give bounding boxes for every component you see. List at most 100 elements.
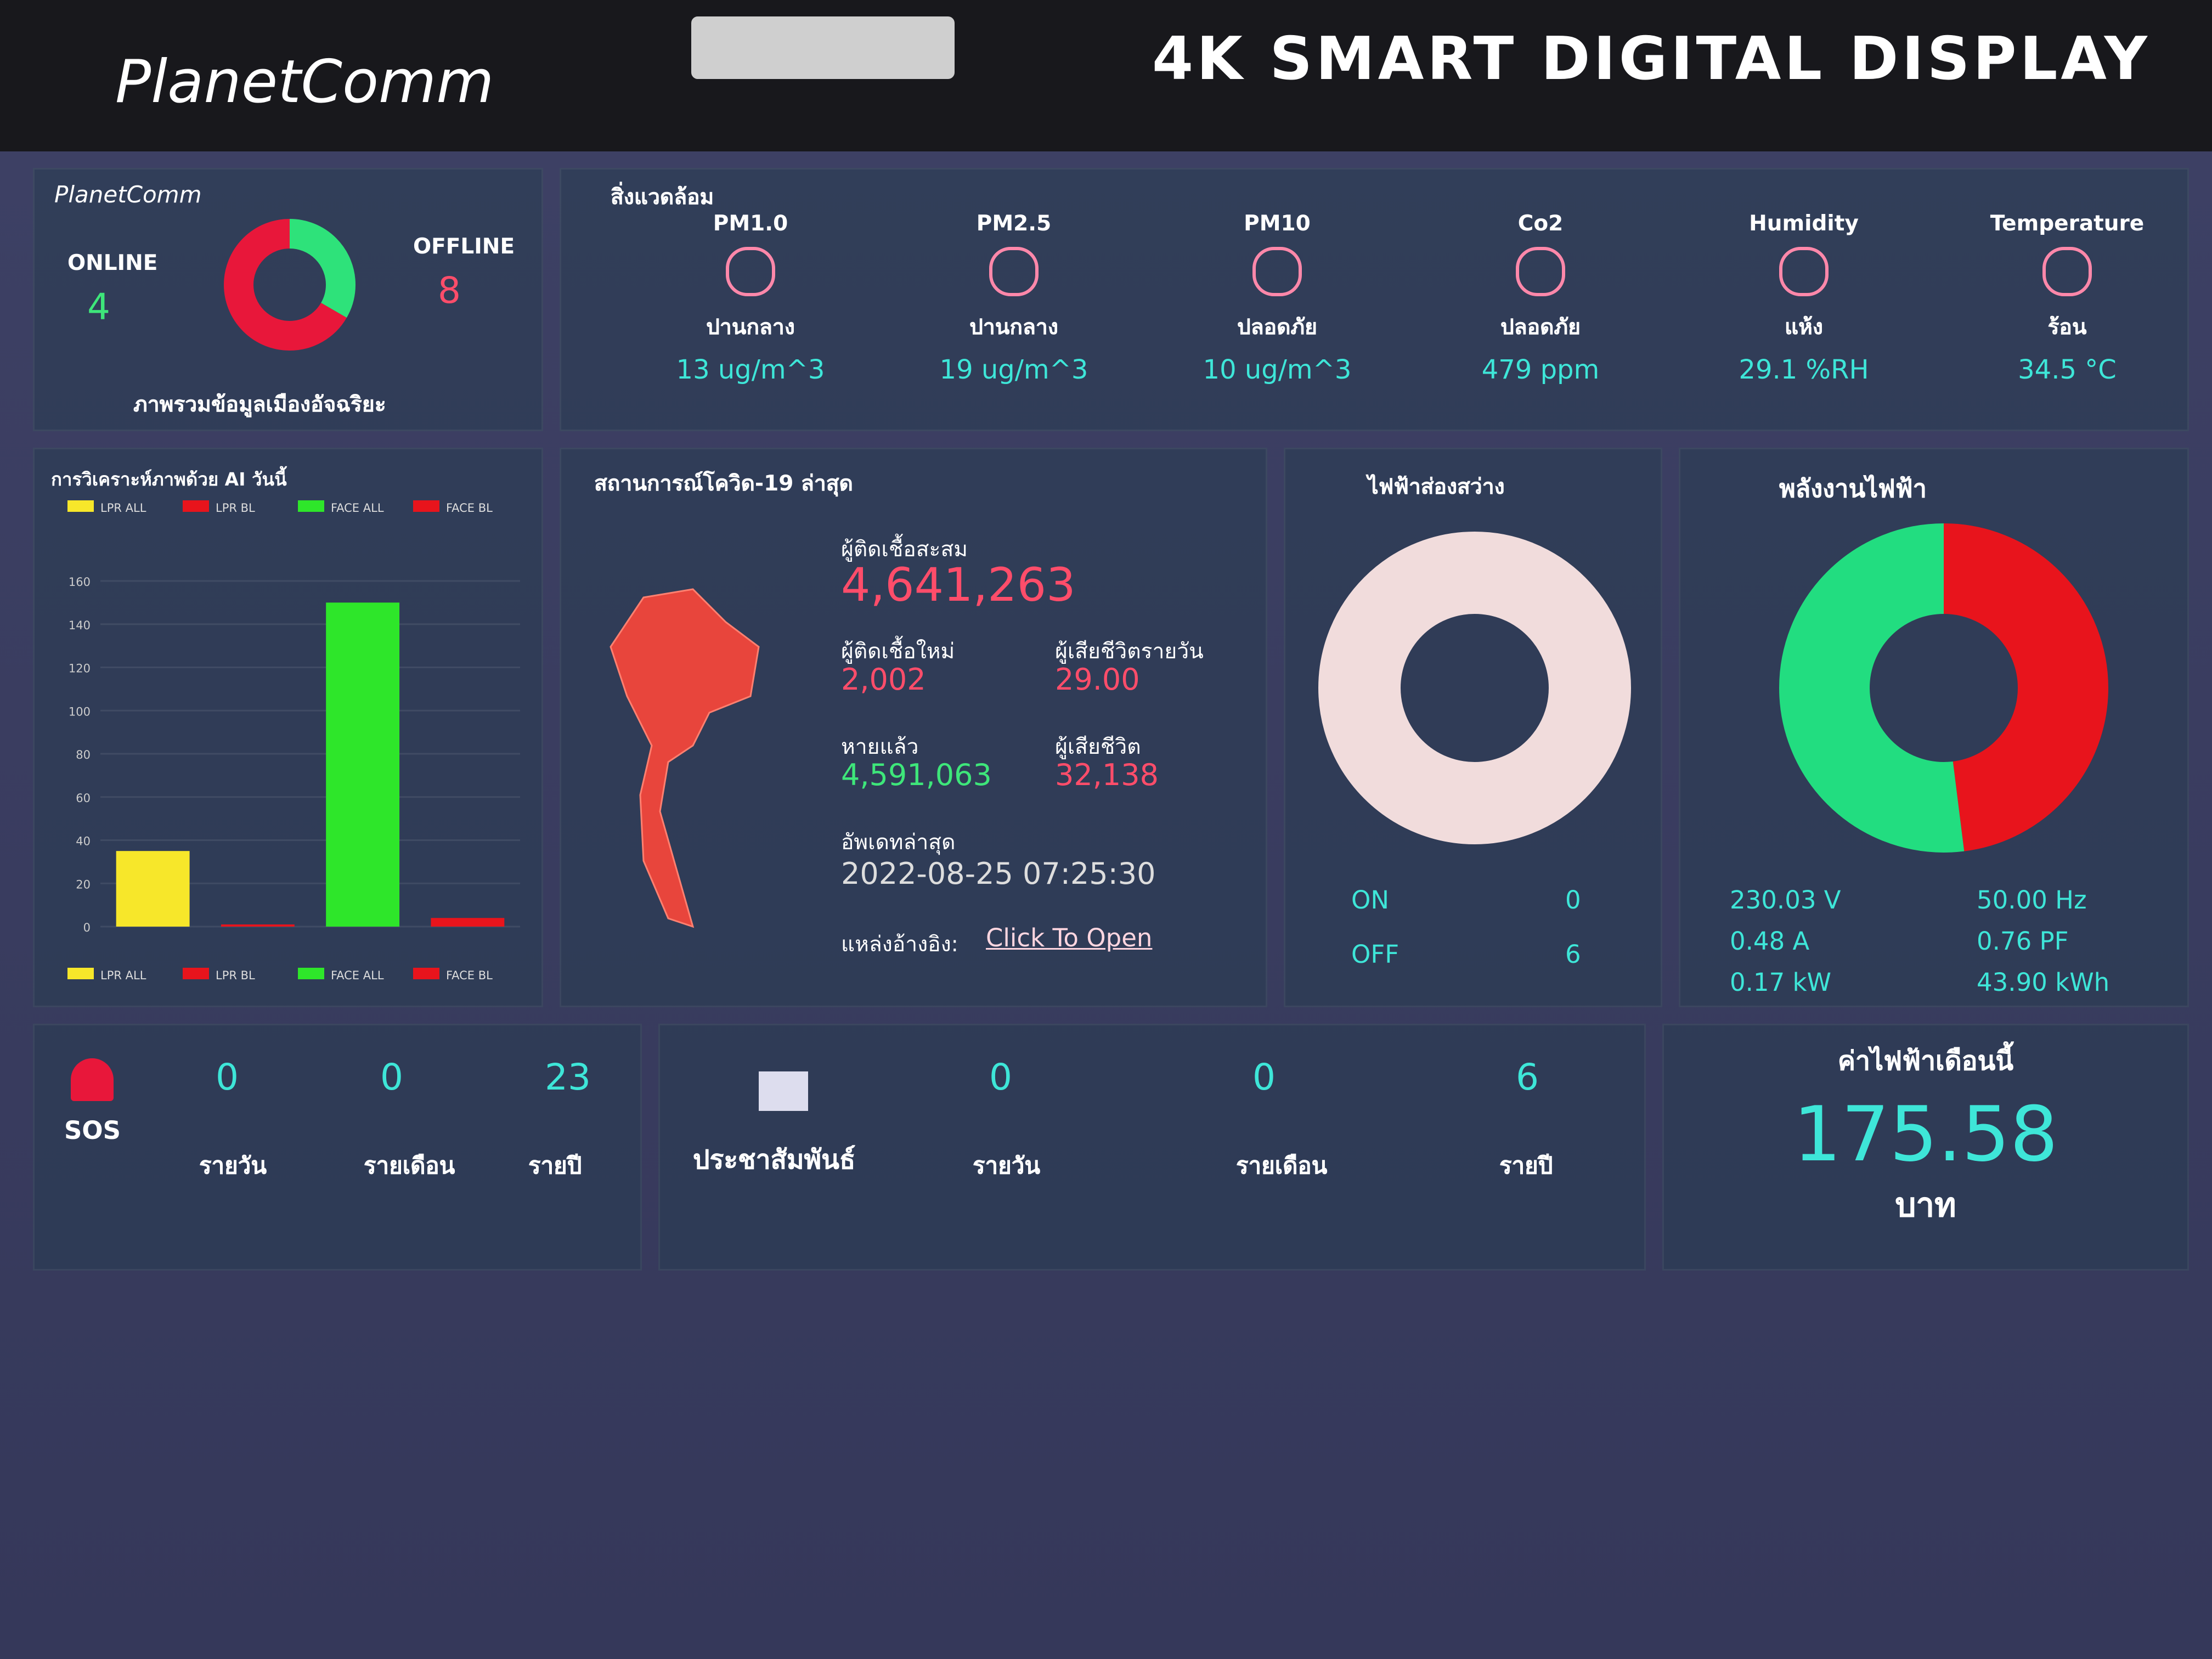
covid-title: สถานการณ์โควิด-19 ล่าสุด (594, 472, 853, 497)
y-tick-label: 20 (76, 878, 91, 891)
y-tick-label: 80 (76, 748, 91, 761)
lighting-panel: ไฟฟ้าส่องสว่าง ON 0 OFF 6 (1284, 448, 1662, 1007)
sensor-icon (1252, 247, 1302, 296)
legend-top-swatch (298, 500, 324, 512)
sensor-status: ปานกลาง (969, 316, 1058, 341)
online-label: ONLINE (67, 252, 158, 276)
camera (691, 16, 955, 79)
sensor-status: แห้ง (1785, 316, 1823, 341)
deaths-value: 32,138 (1055, 759, 1159, 793)
y-tick-label: 120 (69, 662, 91, 675)
power-reading: 50.00 Hz (1977, 885, 2087, 915)
daily-deaths-label: ผู้เสียชีวิตรายวัน (1055, 640, 1204, 665)
deaths-label: ผู้เสียชีวิต (1055, 736, 1141, 760)
counter-value: 0 (216, 1058, 239, 1099)
sensor-value: 34.5 °C (2018, 354, 2117, 385)
ai-chart: การวิเคราะห์ภาพด้วย AI วันนี้ 0 20 40 60 80 10… (51, 466, 520, 982)
sos-panel: SOS 0 รายวัน 0 รายเดือน 23 รายปี (33, 1024, 642, 1271)
off-value: 6 (1565, 940, 1581, 969)
counter-value: 0 (1252, 1058, 1276, 1099)
counter-label: รายเดือน (364, 1154, 455, 1180)
sensor-name: Humidity (1749, 212, 1859, 237)
megaphone-icon (759, 1071, 808, 1111)
total-value: 4,641,263 (841, 558, 1076, 612)
y-tick-label: 100 (69, 705, 91, 718)
sensor: PM2.5 ปานกลาง 19 ug/m^3 (890, 183, 1137, 385)
sensor-name: Temperature (1990, 212, 2145, 237)
offline-label: OFFLINE (413, 235, 515, 260)
power-reading: 0.48 A (1730, 927, 1810, 956)
lighting-donut (1318, 532, 1631, 844)
bar (326, 602, 400, 927)
legend-top-label: FACE BL (446, 501, 493, 515)
power-reading: 0.76 PF (1977, 927, 2069, 956)
counter-label: รายวัน (973, 1154, 1041, 1180)
bill-title: ค่าไฟฟ้าเดือนนี้ (1837, 1045, 2014, 1076)
status-brand: PlanetComm (54, 183, 202, 209)
legend-bottom-swatch (183, 968, 209, 979)
counter-label: รายปี (528, 1154, 582, 1180)
sensor-status: ปานกลาง (706, 316, 795, 341)
legend-bottom-label: LPR ALL (100, 969, 146, 982)
ai-chart-panel: การวิเคราะห์ภาพด้วย AI วันนี้ 0 20 40 60 80 10… (33, 448, 543, 1007)
power-reading: 230.03 V (1730, 885, 1841, 915)
source-label: แหล่งอ้างอิง: (841, 933, 958, 958)
power-title: พลังงานไฟฟ้า (1779, 474, 1927, 504)
y-tick-label: 140 (69, 619, 91, 632)
sensor-icon (989, 247, 1039, 296)
counter-label: รายเดือน (1236, 1154, 1328, 1180)
counter-value: 0 (380, 1058, 403, 1099)
brand-logo: PlanetComm (115, 49, 494, 117)
sensor-icon (726, 247, 775, 296)
sensor-name: PM2.5 (976, 212, 1052, 237)
y-tick-label: 160 (69, 575, 91, 589)
screen: PlanetComm ONLINE 4 OFFLINE 8 ภาพรวมข้อม… (0, 151, 2212, 1659)
sensor-status: ปลอดภัย (1500, 316, 1581, 341)
counter-value: 6 (1516, 1058, 1539, 1099)
bill-unit: บาท (1895, 1185, 1956, 1224)
sensor-icon (2042, 247, 2092, 296)
bar (221, 924, 295, 927)
header: PlanetComm 4K SMART DIGITAL DISPLAY (0, 0, 2212, 151)
total-label: ผู้ติดเชื้อสะสม (841, 538, 968, 563)
source-link[interactable]: Click To Open (986, 923, 1153, 953)
counter-value: 23 (545, 1058, 591, 1099)
sensor-value: 13 ug/m^3 (676, 354, 825, 385)
sensor-value: 29.1 %RH (1739, 354, 1869, 385)
legend-bottom-swatch (298, 968, 324, 979)
legend-top-swatch (183, 500, 209, 512)
sensor-value: 10 ug/m^3 (1203, 354, 1352, 385)
bar (116, 851, 190, 927)
status-donut (224, 219, 356, 351)
sensor: PM10 ปลอดภัย 10 ug/m^3 (1154, 183, 1401, 385)
sensor: Temperature ร้อน 34.5 °C (1944, 183, 2191, 385)
legend-top-label: LPR ALL (100, 501, 146, 515)
updated-value: 2022-08-25 07:25:30 (841, 857, 1156, 892)
offline-value: 8 (438, 272, 461, 313)
sensor-status: ร้อน (2047, 316, 2087, 341)
sensor-icon (1516, 247, 1565, 296)
status-caption: ภาพรวมข้อมูลเมืองอัจฉริยะ (133, 393, 386, 418)
updated-label: อัพเดทล่าสุด (841, 831, 956, 856)
counter-label: รายวัน (199, 1154, 267, 1180)
sensor-status: ปลอดภัย (1237, 316, 1317, 341)
new-value: 2,002 (841, 663, 926, 698)
power-panel: พลังงานไฟฟ้า 230.03 V 50.00 Hz 0.48 A 0.76 … (1679, 448, 2189, 1007)
y-tick-label: 60 (76, 792, 91, 805)
pr-panel: ประชาสัมพันธ์ 0 รายวัน 0 รายเดือน 6 รายปี (658, 1024, 1646, 1271)
sensor-value: 479 ppm (1481, 354, 1600, 385)
legend-bottom-label: LPR BL (216, 969, 255, 982)
lighting-title: ไฟฟ้าส่องสว่าง (1368, 476, 1505, 500)
recovered-label: หายแล้ว (841, 736, 919, 760)
sensor: PM1.0 ปานกลาง 13 ug/m^3 (627, 183, 874, 385)
legend-bottom-label: FACE BL (446, 969, 493, 982)
pr-label: ประชาสัมพันธ์ (693, 1144, 856, 1175)
sensor: Co2 ปลอดภัย 479 ppm (1417, 183, 1664, 385)
power-reading: 43.90 kWh (1977, 968, 2110, 997)
covid-panel: สถานการณ์โควิด-19 ล่าสุด ผู้ติดเชื้อสะสม… (560, 448, 1267, 1007)
legend-top-label: FACE ALL (331, 501, 384, 515)
sensor-name: Co2 (1517, 212, 1564, 237)
legend-top-label: LPR BL (216, 501, 255, 515)
on-value: 0 (1565, 885, 1581, 915)
